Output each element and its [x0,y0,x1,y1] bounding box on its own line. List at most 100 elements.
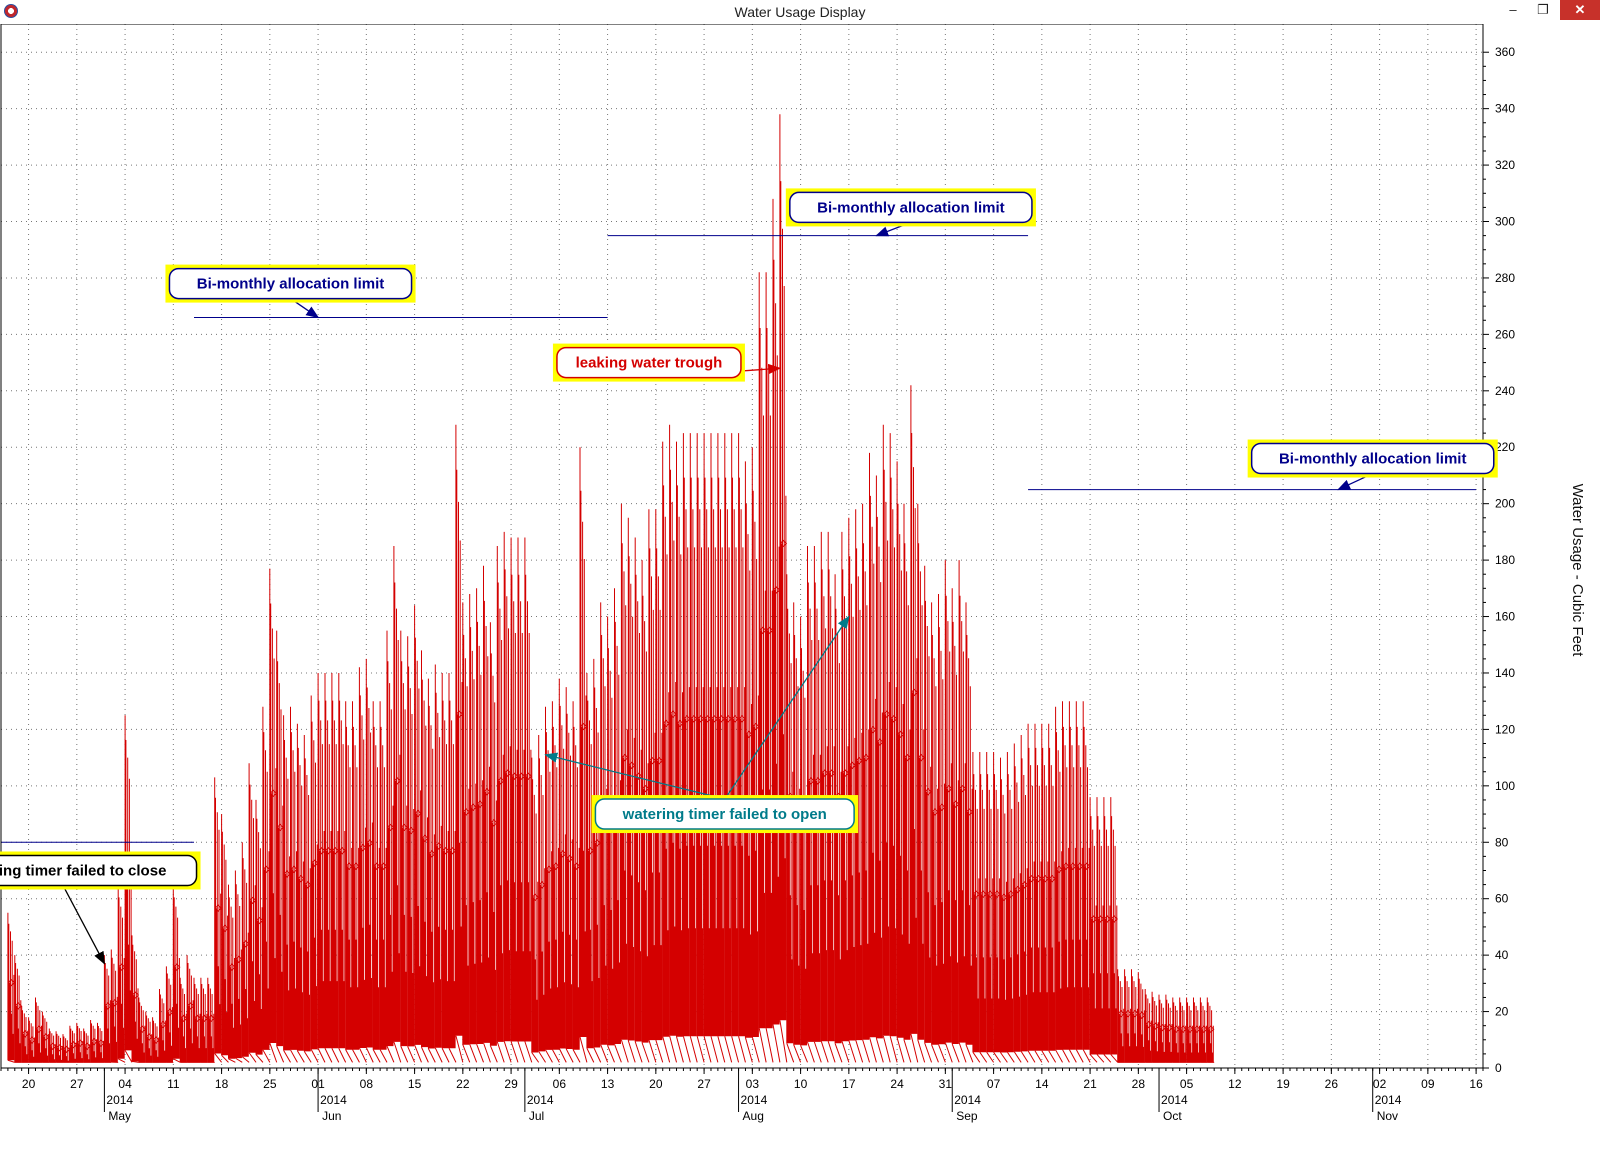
usage-spike-path [993,752,1001,1053]
usage-marker [986,890,994,898]
usage-marker [1076,862,1084,870]
annotation-callout: Bi-monthly allocation limit [785,188,1036,227]
usage-baseline [317,1048,326,1063]
close-button[interactable]: ✕ [1560,0,1600,20]
usage-marker [490,819,498,827]
daily-usage-spike [290,706,298,1063]
annotation-box [594,798,855,830]
usage-baseline [393,1041,402,1063]
usage-marker [579,722,588,731]
usage-baseline [269,1042,278,1063]
usage-baseline [414,1044,422,1063]
usage-marker [724,715,732,723]
usage-marker [386,823,395,832]
usage-marker [131,991,140,999]
daily-usage-spike [979,752,988,1063]
x-tick-label: 26 [1325,1077,1339,1091]
daily-usage-spike [379,701,388,1063]
usage-spike-path [572,701,580,1050]
usage-spike-path [1206,997,1214,1063]
daily-usage-spike [400,630,409,1063]
y-tick-label: 280 [1495,271,1515,285]
daily-usage-spike [972,752,981,1063]
usage-baseline [813,1041,822,1063]
usage-spike-path [421,650,428,1048]
daily-usage-spike [317,673,326,1063]
usage-marker [7,978,16,987]
usage-baseline [669,1035,678,1063]
usage-baseline [1062,1049,1070,1063]
usage-baseline [1027,1050,1036,1063]
usage-spike-path [110,949,118,1063]
usage-marker [1041,874,1049,883]
usage-marker [731,715,739,723]
usage-baseline [221,1054,229,1063]
usage-baseline [407,1046,416,1063]
usage-marker [304,881,312,889]
daily-usage-spike [572,701,581,1063]
usage-marker [1096,915,1105,923]
daily-usage-spike [551,701,560,1063]
usage-spike-path [524,537,532,1042]
usage-baseline [779,1020,788,1063]
y-tick-label: 120 [1495,722,1515,736]
usage-baseline [1068,1049,1077,1063]
usage-marker [366,839,374,847]
window-title: Water Usage Display [734,4,866,20]
minimize-button[interactable]: – [1509,2,1517,17]
y-tick-label: 140 [1495,666,1515,680]
usage-marker [97,1039,105,1047]
usage-marker [14,1002,22,1010]
usage-baseline [1048,1050,1057,1063]
daily-usage-spike [207,977,215,1063]
usage-marker [1089,915,1098,923]
usage-spike-path [324,673,332,1049]
usage-baseline [986,1051,995,1063]
usage-baseline [1041,1050,1050,1063]
usage-marker [1082,862,1091,870]
usage-spike-path [290,706,297,1050]
daily-usage-spike [386,630,395,1063]
daily-usage-spike [283,715,291,1063]
daily-usage-spike [1089,797,1098,1063]
usage-marker [524,772,533,780]
title-bar: Water Usage Display – ❐ ✕ [0,0,1600,25]
usage-baseline [483,1042,491,1063]
usage-baseline [173,1058,181,1063]
usage-spike-path [193,977,201,1063]
usage-baseline [882,1035,891,1063]
usage-spike-path [159,989,167,1063]
usage-marker [145,1033,153,1041]
usage-baseline [379,1049,388,1063]
month-label: May [108,1109,131,1123]
usage-spike-path [889,433,897,1037]
daily-usage-spike [248,763,257,1063]
usage-baseline [476,1043,484,1063]
usage-baseline [455,1035,464,1063]
maximize-button[interactable]: ❐ [1537,2,1549,17]
usage-spike-path [489,622,497,1046]
daily-usage-spike [345,701,353,1063]
daily-usage-spike [517,537,526,1063]
x-tick-label: 27 [697,1077,711,1091]
usage-marker [1000,893,1008,901]
year-label: 2014 [741,1093,768,1107]
usage-baseline [655,1039,664,1063]
usage-spike-path [882,424,890,1036]
usage-spike-path [1034,723,1042,1051]
usage-marker [283,870,291,878]
usage-baseline [889,1036,898,1063]
usage-marker [1034,874,1043,883]
usage-spike-path [296,723,304,1051]
usage-marker [945,784,953,793]
usage-spike-path [255,799,263,1055]
usage-baseline [565,1048,574,1063]
daily-usage-spike [731,433,740,1063]
y-tick-label: 80 [1495,835,1509,849]
usage-baseline [579,1036,588,1063]
usage-spike-path [951,588,959,1044]
daily-usage-spike [875,475,884,1063]
daily-usage-spike [172,884,181,1063]
usage-marker [221,924,229,933]
usage-marker [965,808,974,816]
